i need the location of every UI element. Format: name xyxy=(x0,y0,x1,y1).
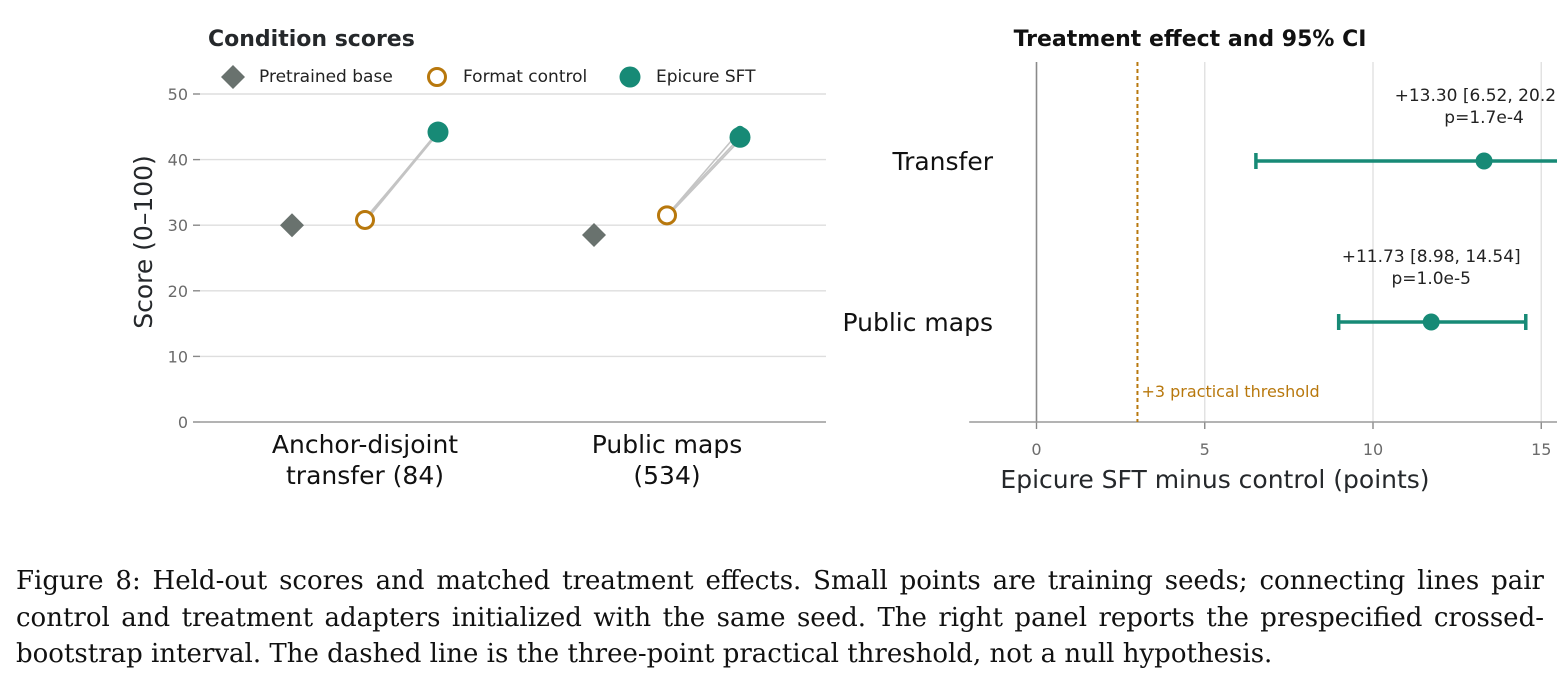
figure-caption: Figure 8: Held-out scores and matched tr… xyxy=(16,566,1544,669)
practical-threshold: +3 practical threshold xyxy=(1136,62,1320,422)
seed-pair-line xyxy=(666,130,741,216)
legend-label: Epicure SFT xyxy=(656,67,756,87)
right-x-axis-label: Epicure SFT minus control (points) xyxy=(1000,465,1429,494)
effect-rows: Transfer +13.30 [6.52, 20.29]p=1.7e-4 Publ… xyxy=(842,86,1557,337)
condition-marker xyxy=(427,121,449,143)
x-tick-label: 15 xyxy=(1531,440,1551,459)
left-y-axis: 0 10 20 30 40 50 xyxy=(168,85,826,432)
seed-pair-line xyxy=(666,139,741,218)
category-labels: Anchor-disjoint transfer (84) Public maps(… xyxy=(272,430,742,490)
right-panel-title: Treatment effect and 95% CI xyxy=(1014,27,1367,52)
legend: Pretrained base Format control Epicure SFT xyxy=(221,65,756,89)
legend-marker xyxy=(221,65,245,89)
right-x-axis: 05101520 xyxy=(969,421,1557,459)
condition-marker xyxy=(582,223,606,248)
y-tick-label: 50 xyxy=(168,85,188,104)
seed-pair-line xyxy=(364,132,439,220)
x-tick-label: 0 xyxy=(1031,440,1041,459)
legend-marker xyxy=(427,67,447,87)
y-tick-label: 10 xyxy=(168,347,188,366)
category-label: Public maps (534) xyxy=(592,430,743,490)
treatment-effect-panel: 05101520 +3 practical threshold Transfer… xyxy=(842,27,1557,494)
y-tick-label: 0 xyxy=(178,413,188,432)
y-tick-label: 20 xyxy=(168,282,188,301)
row-label: Public maps xyxy=(842,308,993,337)
condition-marker xyxy=(657,205,677,226)
x-tick-label: 5 xyxy=(1200,440,1210,459)
condition-marker xyxy=(355,209,375,230)
left-panel-title: Condition scores xyxy=(208,27,415,52)
threshold-label: +3 practical threshold xyxy=(1141,382,1319,401)
condition-scores-panel: 0 10 20 30 40 50 Anchor-disjoint transfer (84)… xyxy=(129,27,826,490)
p-value: p=1.7e-4 xyxy=(1444,108,1523,128)
y-tick-label: 30 xyxy=(168,216,188,235)
effect-annotation: +11.73 [8.98, 14.54] xyxy=(1342,247,1521,267)
legend-marker xyxy=(619,66,641,88)
condition-markers xyxy=(280,121,751,248)
legend-label: Format control xyxy=(463,67,587,87)
legend-label: Pretrained base xyxy=(259,67,393,87)
y-tick-label: 40 xyxy=(168,151,188,170)
category-label: Anchor-disjoint transfer (84) xyxy=(272,430,458,490)
row-label: Transfer xyxy=(891,147,993,176)
estimate-point xyxy=(1422,313,1440,331)
x-tick-label: 10 xyxy=(1363,440,1383,459)
condition-marker xyxy=(280,213,304,238)
estimate-point xyxy=(1475,152,1493,170)
condition-marker xyxy=(729,126,751,148)
left-y-axis-label: Score (0–100) xyxy=(129,155,158,329)
p-value: p=1.0e-5 xyxy=(1391,269,1470,289)
right-gridlines xyxy=(1035,62,1542,422)
seed-pair-lines xyxy=(364,125,745,223)
effect-annotation: +13.30 [6.52, 20.29] xyxy=(1395,86,1557,106)
